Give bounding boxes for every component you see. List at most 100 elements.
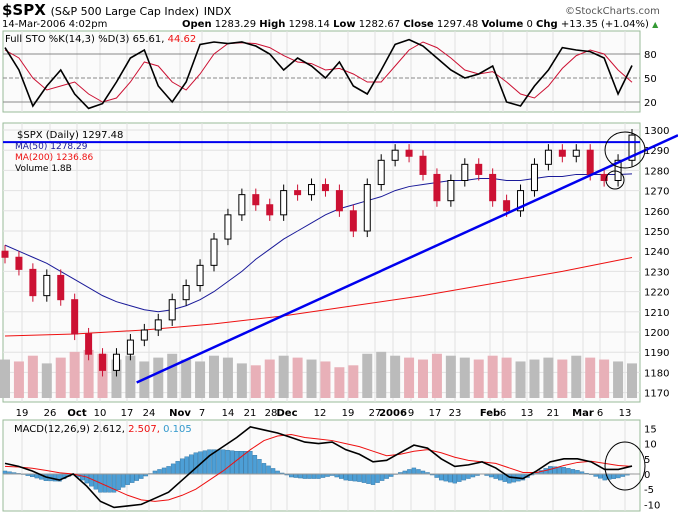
macd-histogram-bar bbox=[597, 473, 603, 479]
volume-bar bbox=[418, 359, 428, 398]
date-tick-label: 13 bbox=[521, 408, 534, 419]
macd-histogram-bar bbox=[175, 461, 180, 475]
macd-tick-label: -5 bbox=[644, 485, 654, 496]
sto-legend: Full STO %K(14,3) %D(3) 65.61, 44.62 bbox=[5, 34, 196, 45]
macd-panel: 15 10 5 0 -5 -10 bbox=[2, 419, 660, 512]
candle-body bbox=[168, 299, 176, 321]
candle-body bbox=[363, 184, 371, 232]
macd-histogram-bar bbox=[139, 473, 144, 479]
candle-body bbox=[1, 250, 9, 258]
volume-bar bbox=[306, 359, 317, 398]
volume-bar bbox=[515, 361, 526, 398]
date-tick-label: 19 bbox=[342, 408, 355, 419]
macd-histogram-bar bbox=[384, 473, 389, 479]
volume-bar bbox=[0, 359, 10, 398]
trend-line bbox=[136, 134, 678, 384]
price-tick-label: 1300 bbox=[644, 126, 669, 137]
macd-histogram-bar bbox=[452, 473, 458, 484]
macd-histogram-bar bbox=[234, 451, 239, 475]
candle-body bbox=[405, 149, 413, 157]
panel-frame bbox=[2, 419, 641, 512]
volume-bar bbox=[501, 357, 512, 398]
sto-k-line bbox=[4, 38, 633, 110]
candle-body bbox=[71, 299, 79, 335]
price-legend: $SPX (Daily) 1297.48 bbox=[17, 130, 123, 141]
macd-histogram-bar bbox=[466, 473, 471, 479]
volume-bar bbox=[222, 357, 233, 398]
volume-bar bbox=[599, 359, 610, 398]
macd-histogram-bar bbox=[611, 473, 617, 479]
candle-body bbox=[238, 194, 246, 216]
price-tick-label: 1190 bbox=[644, 348, 669, 359]
macd-histogram-bar bbox=[102, 473, 108, 493]
volume-bar bbox=[69, 351, 80, 398]
macd-histogram-bar bbox=[448, 473, 453, 483]
volume-bar bbox=[278, 355, 289, 398]
volume-bar bbox=[585, 357, 596, 398]
high-value: 1298.14 bbox=[288, 19, 330, 30]
macd-histogram-bar bbox=[107, 473, 112, 493]
volume-bar bbox=[41, 363, 52, 398]
macd-histogram-bar bbox=[375, 473, 380, 483]
annotation-circle bbox=[604, 131, 646, 169]
macd-histogram-bar bbox=[434, 473, 439, 478]
macd-histogram-bar bbox=[193, 452, 199, 475]
candle-body bbox=[419, 155, 427, 175]
date-tick-label: Feb bbox=[480, 408, 500, 419]
price-tick-label: 1260 bbox=[644, 207, 669, 218]
close-value: 1297.48 bbox=[436, 19, 479, 30]
macd-histogram-bar bbox=[293, 473, 298, 478]
candle-body bbox=[85, 333, 93, 355]
volume-bar bbox=[459, 357, 470, 398]
volume-bar bbox=[250, 365, 261, 398]
macd-histogram-bar bbox=[170, 463, 176, 475]
date-tick-label: 21 bbox=[547, 408, 560, 419]
macd-histogram-bar bbox=[80, 473, 85, 481]
date-tick-label: 23 bbox=[449, 408, 462, 419]
macd-histogram-bar bbox=[216, 449, 221, 475]
macd-legend: MACD(12,26,9) 2.612, 2.507, 0.105 bbox=[14, 424, 192, 435]
candle-body bbox=[224, 214, 232, 240]
macd-histogram-bar bbox=[166, 466, 171, 475]
macd-histogram-bar bbox=[339, 473, 344, 479]
date-tick-label: 10 bbox=[94, 408, 107, 419]
macd-histogram-bar bbox=[157, 469, 162, 475]
date-tick-label: 26 bbox=[44, 408, 57, 419]
macd-histogram-bar bbox=[575, 470, 580, 475]
macd-histogram-bar bbox=[570, 469, 576, 475]
candle-body bbox=[461, 163, 469, 181]
macd-histogram-bar bbox=[348, 473, 353, 481]
candle-body bbox=[43, 274, 51, 297]
macd-histogram-bar bbox=[616, 473, 621, 479]
candle-body bbox=[210, 238, 218, 266]
macd-histogram-bar bbox=[457, 473, 462, 482]
candle-body bbox=[308, 184, 316, 196]
date-tick-label: 28 bbox=[265, 408, 278, 419]
macd-histogram-bar bbox=[343, 473, 348, 481]
macd-histogram-bar bbox=[366, 473, 371, 484]
macd-histogram-bar bbox=[561, 467, 567, 475]
macd-histogram-bar bbox=[239, 451, 244, 475]
volume-bar bbox=[236, 363, 247, 398]
sto-tick-label: 80 bbox=[644, 50, 657, 61]
date-tick-label: Mar bbox=[572, 408, 594, 419]
macd-histogram-bar bbox=[125, 473, 130, 485]
annotation-circle bbox=[604, 441, 646, 491]
date-tick-label: 6 bbox=[500, 408, 506, 419]
macd-histogram-bar bbox=[307, 473, 312, 479]
price-panel: 1300 1290 1280 1270 1260 1250 1240 1230 1220 1210… bbox=[0, 122, 678, 403]
candle-body bbox=[475, 163, 483, 175]
macd-histogram-bar bbox=[248, 451, 253, 475]
candle-body bbox=[600, 173, 608, 182]
candle-body bbox=[530, 163, 538, 192]
price-tick-label: 1250 bbox=[644, 227, 669, 238]
price-tick-label: 1240 bbox=[644, 247, 669, 258]
macd-histogram-bar bbox=[311, 473, 317, 479]
candle-body bbox=[294, 190, 302, 196]
date-tick-label: Nov bbox=[169, 408, 191, 419]
volume-bar bbox=[431, 353, 442, 398]
macd-tick-label: 10 bbox=[644, 440, 657, 451]
macd-histogram-bar bbox=[379, 473, 385, 481]
macd-histogram-bar bbox=[298, 473, 303, 479]
